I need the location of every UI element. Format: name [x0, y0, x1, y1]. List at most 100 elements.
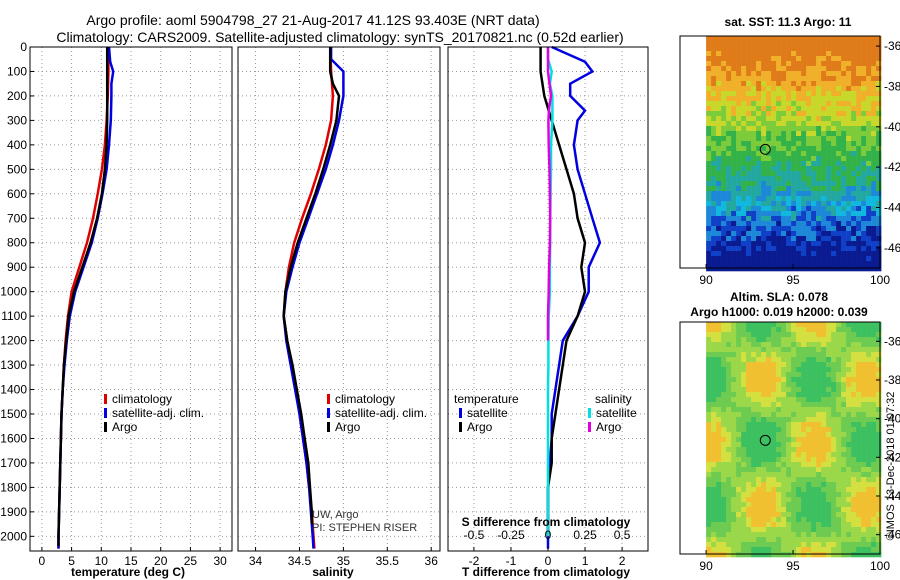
map-cell — [816, 492, 822, 498]
map-cell — [851, 221, 857, 227]
map-cell — [851, 76, 857, 82]
map-cell — [786, 442, 792, 448]
map-cell — [751, 532, 757, 538]
map-cell — [776, 46, 782, 52]
map-cell — [746, 327, 752, 333]
map-cell — [856, 437, 862, 443]
map-cell — [801, 131, 807, 137]
map-cell — [801, 96, 807, 102]
map-cell — [726, 46, 732, 52]
map-cell — [861, 251, 867, 257]
map-cell — [871, 206, 877, 212]
map-cell — [796, 492, 802, 498]
map-cell — [731, 236, 737, 242]
map-cell — [716, 91, 722, 97]
map-cell — [831, 206, 837, 212]
map-cell — [846, 322, 852, 328]
map-cell — [856, 337, 862, 343]
map-cell — [871, 397, 877, 403]
map-cell — [856, 56, 862, 62]
map-cell — [716, 156, 722, 162]
x-tick-label: 36 — [425, 554, 439, 568]
map-cell — [821, 462, 827, 468]
map-cell — [761, 522, 767, 528]
map-cell — [846, 482, 852, 488]
map-cell — [806, 367, 812, 373]
map-cell — [766, 487, 772, 493]
map-cell — [836, 467, 842, 473]
map-cell — [831, 221, 837, 227]
map-cell — [856, 176, 862, 182]
map-cell — [821, 407, 827, 413]
map-cell — [871, 527, 877, 533]
map-cell — [731, 96, 737, 102]
map-cell — [786, 101, 792, 107]
map-cell — [761, 156, 767, 162]
map-cell — [751, 477, 757, 483]
map-cell — [711, 337, 717, 343]
map-cell — [831, 61, 837, 67]
map-cell — [871, 91, 877, 97]
map-cell — [866, 392, 872, 398]
map-cell — [816, 542, 822, 548]
depth-tick-label: 1800 — [0, 480, 27, 494]
map-cell — [841, 91, 847, 97]
map-cell — [731, 392, 737, 398]
map-cell — [731, 427, 737, 433]
map-cell — [871, 522, 877, 528]
map-cell — [851, 367, 857, 373]
map-cell — [796, 457, 802, 463]
map-cell — [866, 547, 872, 553]
map-cell — [766, 41, 772, 47]
map-cell — [811, 392, 817, 398]
map-cell — [811, 181, 817, 187]
map-cell — [716, 171, 722, 177]
map-cell — [876, 357, 882, 363]
map-cell — [741, 81, 747, 87]
map-cell — [796, 552, 802, 558]
map-cell — [726, 101, 732, 107]
map-cell — [876, 51, 882, 57]
map-cell — [716, 347, 722, 353]
map-cell — [741, 216, 747, 222]
map-cell — [736, 36, 742, 42]
map-cell — [716, 51, 722, 57]
map-cell — [711, 171, 717, 177]
map-cell — [786, 181, 792, 187]
map-cell — [746, 71, 752, 77]
map-cell — [761, 377, 767, 383]
map-cell — [771, 56, 777, 62]
map-cell — [826, 186, 832, 192]
map-cell — [761, 231, 767, 237]
map-cell — [811, 507, 817, 513]
map-cell — [726, 337, 732, 343]
map-cell — [781, 407, 787, 413]
map-cell — [731, 146, 737, 152]
map-cell — [846, 196, 852, 202]
map-cell — [731, 196, 737, 202]
map-cell — [826, 86, 832, 92]
map-cell — [791, 437, 797, 443]
map-cell — [876, 206, 882, 212]
map-cell — [721, 507, 727, 513]
map-cell — [721, 116, 727, 122]
map-cell — [746, 171, 752, 177]
map-cell — [711, 211, 717, 217]
map-cell — [811, 387, 817, 393]
map-cell — [736, 226, 742, 232]
map-cell — [811, 442, 817, 448]
map-cell — [786, 136, 792, 142]
map-cell — [786, 91, 792, 97]
map-cell — [726, 392, 732, 398]
map-cell — [806, 402, 812, 408]
map-cell — [736, 497, 742, 503]
map-cell — [876, 332, 882, 338]
map-cell — [751, 547, 757, 553]
map-cell — [786, 211, 792, 217]
map-cell — [801, 231, 807, 237]
map-cell — [741, 547, 747, 553]
map-cell — [856, 377, 862, 383]
map-cell — [841, 211, 847, 217]
map-cell — [721, 66, 727, 72]
map-cell — [751, 41, 757, 47]
